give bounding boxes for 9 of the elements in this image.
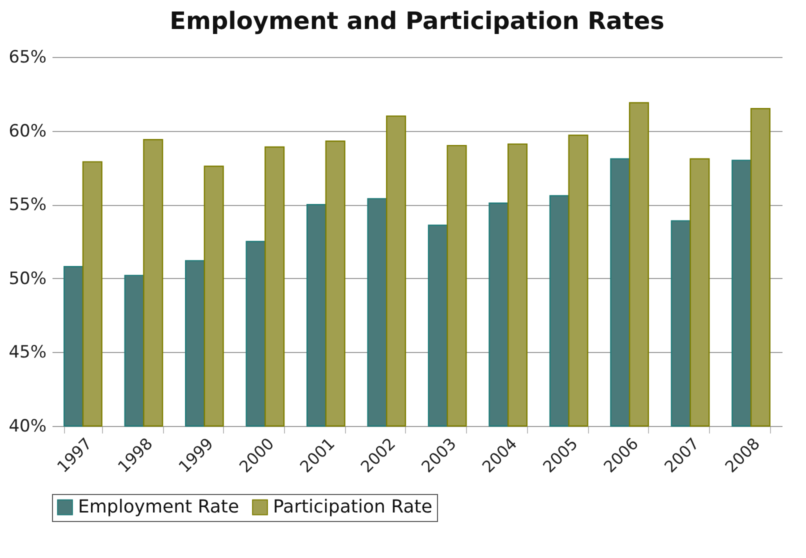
y-tick-label: 60% bbox=[8, 121, 46, 142]
y-tick-label: 40% bbox=[8, 416, 46, 436]
legend-label: Participation Rate bbox=[273, 496, 432, 518]
y-tick-label: 65% bbox=[8, 48, 46, 68]
chart-title: Employment and Participation Rates bbox=[170, 7, 664, 35]
y-tick-label: 45% bbox=[8, 342, 46, 363]
y-tick-label: 55% bbox=[8, 195, 46, 216]
legend-label: Employment Rate bbox=[78, 496, 240, 518]
y-tick-label: 50% bbox=[8, 268, 46, 289]
